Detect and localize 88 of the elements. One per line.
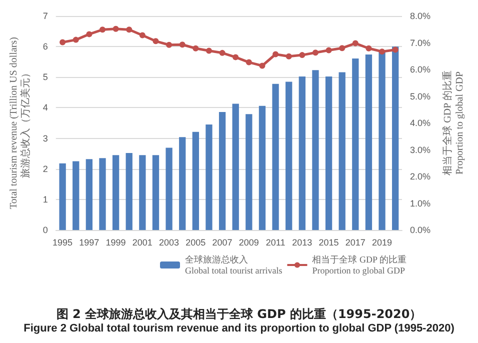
point	[339, 45, 346, 52]
bar	[312, 70, 319, 230]
y-tick-label: 3	[42, 133, 48, 144]
point	[232, 54, 239, 60]
point	[219, 50, 226, 56]
point	[100, 26, 106, 33]
x-tick-label: 2003	[159, 238, 180, 248]
bar	[325, 76, 332, 230]
point	[166, 42, 172, 48]
y-tick-label: 2	[42, 164, 48, 174]
bar	[112, 155, 120, 230]
x-tick-label: 2015	[318, 238, 339, 248]
x-tick-label: 2009	[238, 238, 259, 248]
bar	[126, 152, 132, 230]
point	[139, 32, 146, 38]
x-tick-label: 2001	[132, 238, 152, 248]
bar	[86, 159, 93, 230]
x-tick-label: 2013	[292, 238, 312, 248]
point	[246, 59, 252, 66]
y2-tick-label: 8.0%	[410, 11, 431, 21]
y2-tick-label: 5.0%	[410, 91, 431, 102]
bar	[218, 112, 226, 230]
y-tick-label: 1	[42, 194, 48, 204]
x-tick-label: 2019	[372, 238, 392, 248]
legend-label: 相当于全球 GDP 的比重 Proportion to global GDP	[312, 254, 406, 276]
point	[152, 38, 159, 44]
y2-tick-label: 2.0%	[410, 172, 431, 182]
y-tick-label: 7	[42, 11, 48, 21]
y2-tick-label: 7.0%	[410, 38, 431, 48]
point	[352, 40, 358, 46]
point	[112, 26, 119, 32]
x-tick-label: 1997	[79, 238, 100, 248]
bar	[378, 52, 386, 230]
bar	[232, 104, 239, 230]
y2-tick-label: 3.0%	[410, 144, 431, 155]
point	[366, 45, 372, 52]
y-axis-title: Total tourism revenue (Trillion US dollars) 旅游总收入（万亿美元）	[8, 37, 32, 209]
point	[312, 50, 318, 56]
point	[60, 39, 66, 46]
bar	[192, 132, 199, 230]
bar	[365, 54, 372, 230]
y-tick-label: 4	[42, 102, 48, 113]
point	[179, 42, 186, 48]
y2-axis-title: 相当于全球 GDP 的比重 Proportion to global GDP	[442, 70, 466, 176]
x-tick-label: 1995	[52, 238, 73, 248]
bar	[59, 163, 66, 230]
bar	[246, 114, 252, 230]
point	[272, 51, 279, 58]
bar	[286, 82, 292, 230]
y-tick-label: 5	[42, 72, 48, 82]
bar	[72, 161, 80, 230]
bar	[258, 106, 266, 230]
point	[206, 48, 212, 54]
point	[326, 47, 332, 54]
y2-tick-label: 4.0%	[410, 118, 431, 128]
point	[392, 46, 398, 53]
point	[126, 26, 132, 33]
point	[286, 53, 292, 60]
point	[86, 31, 92, 38]
x-tick-label: 1999	[106, 238, 126, 248]
bar	[166, 148, 172, 230]
point	[259, 62, 266, 69]
bar	[392, 46, 399, 230]
y-tick-label: 6	[42, 42, 48, 52]
y2-tick-label: 0.0%	[410, 225, 431, 235]
bar	[298, 76, 306, 230]
legend-label: 全球旅游总收入 Global total tourist arrivals	[185, 254, 283, 276]
point	[72, 36, 79, 43]
x-tick-label: 2017	[345, 238, 366, 248]
point	[299, 52, 306, 58]
point	[192, 45, 199, 52]
y2-tick-label: 1.0%	[410, 198, 431, 208]
bar	[206, 124, 212, 230]
y2-tick-label: 6.0%	[410, 64, 431, 74]
point	[379, 48, 386, 55]
text: 图 2 全球旅游总收入及其相当于全球 GDP 的比重（1995-2020）	[56, 307, 422, 321]
text: Figure 2 Global total tourism revenue and its proportion to global GDP (1995-2020)	[24, 322, 455, 334]
bar	[179, 137, 186, 230]
bar	[272, 84, 279, 230]
x-tick-label: 2011	[266, 238, 286, 248]
y-tick-label: 0	[42, 225, 48, 235]
bar	[352, 58, 359, 230]
bar	[139, 155, 146, 230]
x-tick-label: 2007	[212, 238, 232, 248]
bar	[338, 72, 346, 230]
bar	[152, 155, 160, 230]
bar	[99, 158, 106, 230]
x-tick-label: 2005	[186, 238, 206, 248]
